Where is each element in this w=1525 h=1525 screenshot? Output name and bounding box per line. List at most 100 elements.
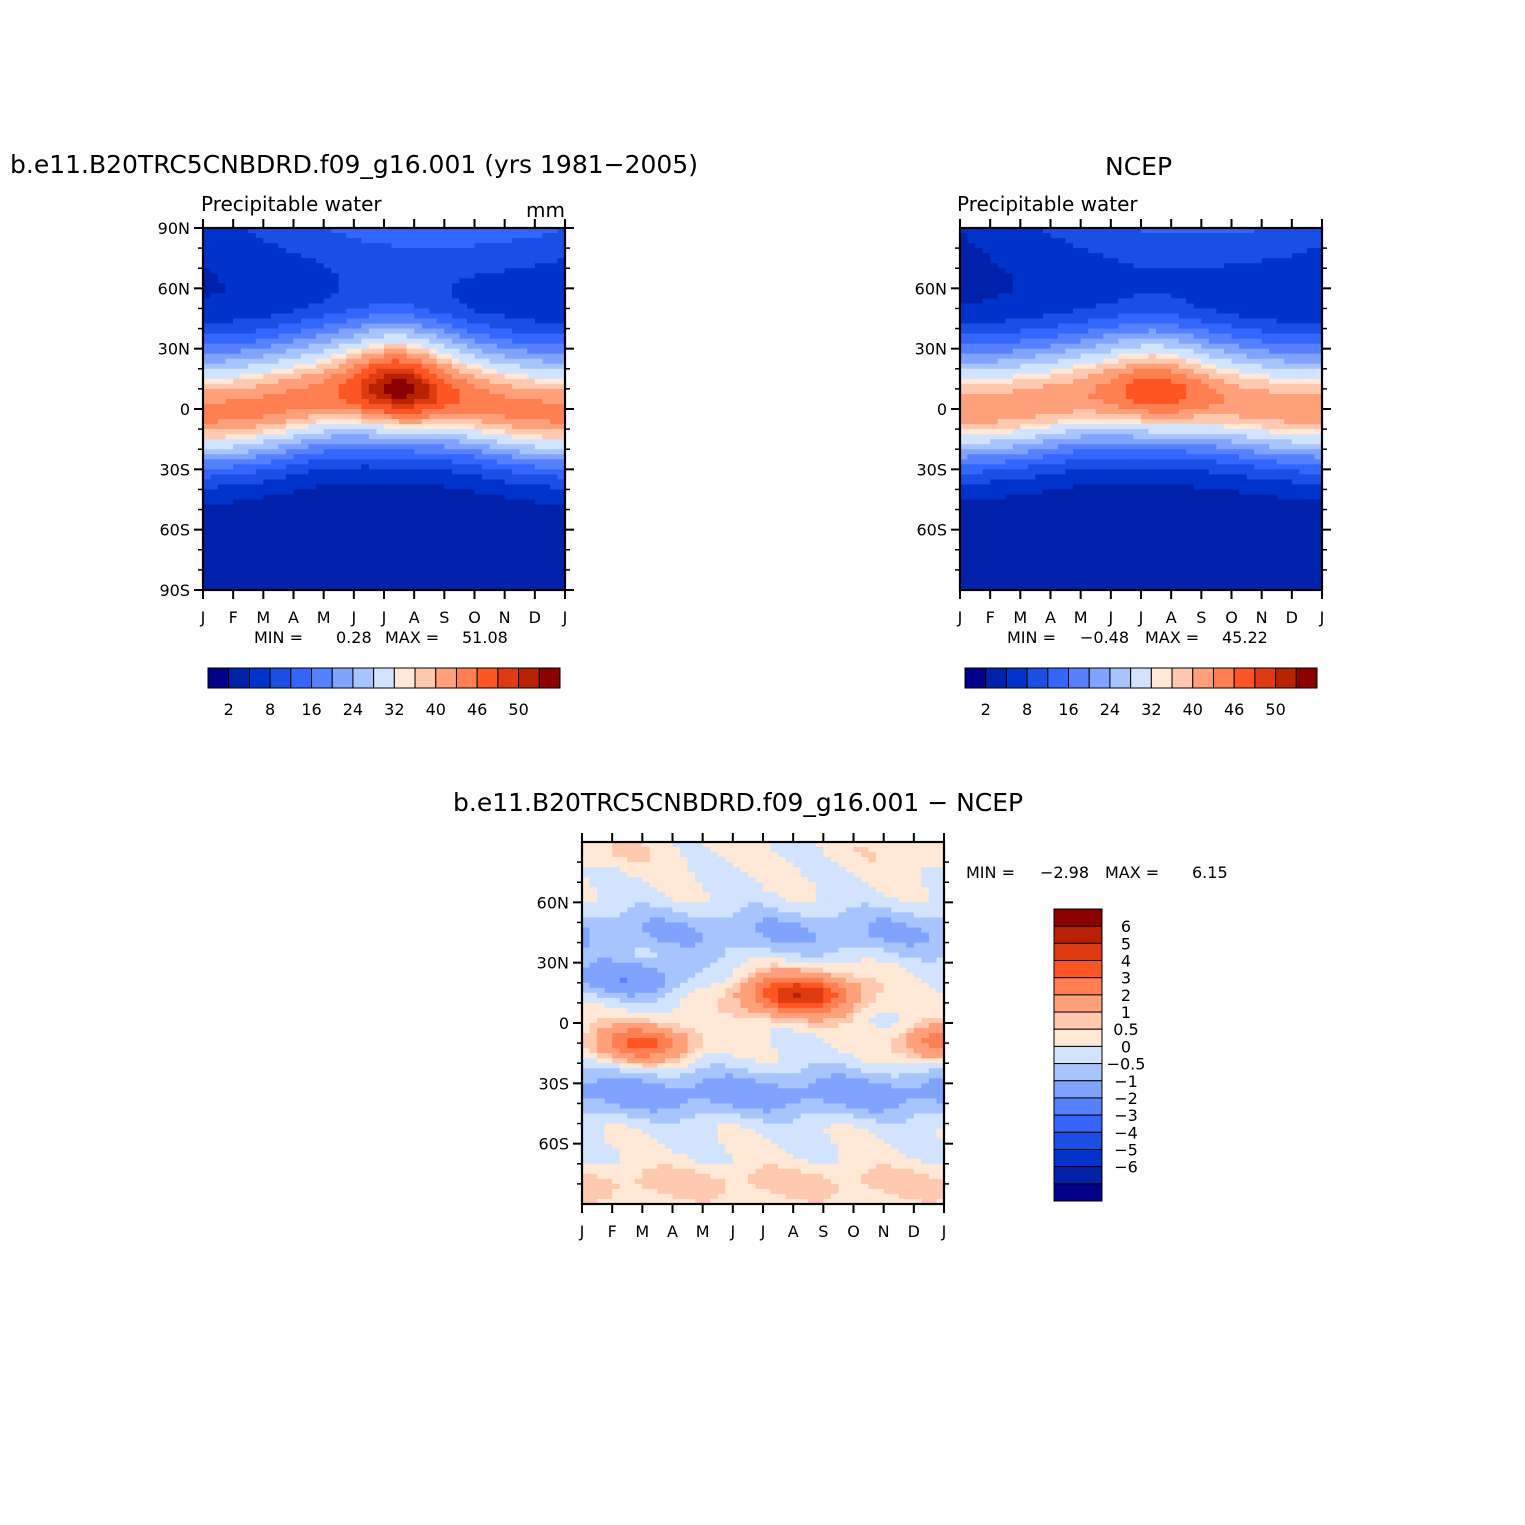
- model-cell: [451, 403, 461, 410]
- ncep-cell: [1080, 464, 1089, 470]
- model-cell: [504, 564, 513, 571]
- model-cell: [542, 313, 551, 320]
- model-cell: [323, 358, 332, 365]
- model-cell: [549, 283, 559, 289]
- model-cell: [225, 489, 234, 496]
- model-cell: [421, 574, 430, 581]
- model-cell: [421, 248, 430, 254]
- model-cell: [346, 444, 355, 450]
- model-cell: [338, 579, 347, 586]
- ncep-cell: [1012, 514, 1021, 521]
- model-cell: [399, 514, 408, 521]
- model-cell: [308, 278, 317, 284]
- model-cell: [248, 524, 257, 531]
- model-cell: [331, 383, 340, 390]
- model-cell: [233, 263, 242, 269]
- model-cell: [255, 519, 264, 526]
- model-cell: [248, 253, 257, 259]
- model-cell: [414, 469, 423, 475]
- model-cell: [534, 253, 543, 259]
- model-cell: [542, 308, 551, 315]
- model-cell: [376, 444, 385, 450]
- model-cell: [316, 484, 325, 491]
- model-cell: [316, 469, 325, 475]
- model-cell: [451, 343, 461, 350]
- model-cell: [331, 268, 340, 274]
- model-cell: [549, 228, 559, 234]
- model-cell: [218, 283, 227, 289]
- model-cell: [391, 253, 400, 259]
- ncep-cell: [1012, 288, 1021, 294]
- ncep-cell: [967, 243, 976, 249]
- model-cell: [240, 368, 249, 375]
- model-cell: [270, 429, 280, 435]
- model-cell: [421, 228, 430, 234]
- model-cell: [308, 489, 317, 496]
- model-cell: [421, 323, 430, 330]
- model-cell: [210, 393, 219, 400]
- model-cell: [263, 308, 272, 315]
- model-cell: [353, 444, 362, 450]
- ncep-cell: [967, 228, 976, 234]
- ncep-cell: [967, 338, 976, 345]
- model-cell: [353, 263, 362, 269]
- model-cell: [497, 378, 506, 385]
- ncep-cell: [1080, 308, 1089, 315]
- ncep-cell: [997, 574, 1006, 581]
- model-cell: [248, 539, 257, 546]
- model-cell: [361, 454, 370, 460]
- model-cell: [482, 323, 491, 330]
- model-cell: [429, 439, 438, 445]
- model-cell: [240, 243, 249, 249]
- model-cell: [368, 554, 378, 561]
- model-cell: [421, 579, 430, 586]
- model-cell: [429, 248, 438, 254]
- ncep-cell: [1050, 549, 1059, 556]
- model-cell: [459, 398, 468, 405]
- model-cell: [353, 398, 362, 405]
- ncep-cell: [1012, 333, 1021, 340]
- model-cell: [459, 479, 468, 486]
- model-cell: [527, 424, 536, 430]
- model-cell: [218, 353, 227, 360]
- model-cell: [203, 519, 212, 526]
- ncep-cell: [1088, 519, 1097, 526]
- model-cell: [459, 474, 468, 480]
- model-cell: [263, 459, 272, 465]
- model-cell: [376, 464, 385, 470]
- model-cell: [278, 333, 287, 340]
- ncep-cell: [1012, 584, 1021, 591]
- model-cell: [203, 409, 212, 415]
- ncep-cell: [1058, 434, 1067, 440]
- model-cell: [489, 409, 498, 415]
- ncep-cell: [1103, 504, 1112, 511]
- model-cell: [218, 569, 227, 576]
- model-cell: [263, 479, 272, 486]
- ncep-cell: [1020, 258, 1029, 264]
- ncep-cell: [1073, 323, 1082, 330]
- ncep-cell: [1020, 293, 1029, 299]
- model-cell: [504, 293, 513, 299]
- ncep-cell: [1103, 469, 1112, 475]
- model-cell: [285, 579, 295, 586]
- model-cell: [270, 454, 280, 460]
- model-cell: [384, 343, 393, 350]
- ncep-cell: [1103, 313, 1112, 320]
- model-cell: [240, 514, 249, 521]
- ncep-cell: [1080, 253, 1089, 259]
- model-cell: [353, 534, 362, 541]
- model-cell: [519, 554, 528, 561]
- model-cell: [346, 273, 355, 279]
- ncep-cell: [1020, 489, 1029, 496]
- model-cell: [278, 253, 287, 259]
- model-cell: [549, 509, 559, 516]
- model-cell: [270, 504, 280, 511]
- ncep-cell: [1005, 504, 1014, 511]
- model-cell: [489, 469, 498, 475]
- ncep-cell: [1035, 529, 1044, 536]
- ncep-cell: [1027, 258, 1037, 264]
- ncep-cell: [982, 333, 991, 340]
- model-cell: [203, 323, 212, 330]
- model-cell: [549, 454, 559, 460]
- model-cell: [233, 564, 242, 571]
